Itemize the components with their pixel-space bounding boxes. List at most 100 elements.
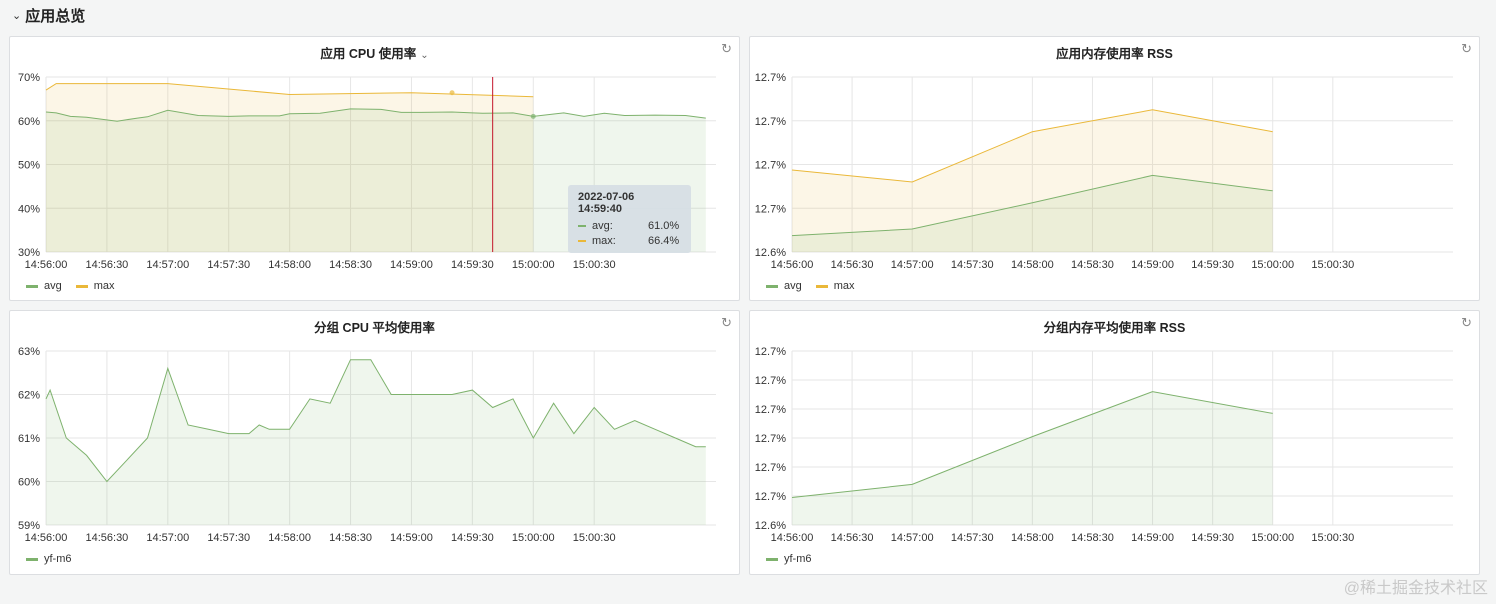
series-line-avg	[45, 108, 706, 122]
y-tick-label: 12.7%	[755, 346, 786, 358]
x-tick-label: 14:56:00	[771, 532, 814, 544]
y-tick-label: 12.6%	[755, 247, 786, 259]
x-tick-label: 15:00:30	[573, 259, 616, 271]
series-area-avg	[792, 175, 1273, 252]
series-line-yf-m6	[791, 391, 1273, 498]
series-line-yf-m6	[45, 359, 706, 483]
refresh-icon[interactable]: ↻	[1461, 315, 1472, 330]
x-tick-label: 15:00:00	[1251, 259, 1294, 271]
x-tick-label: 14:57:00	[891, 259, 934, 271]
y-tick-label: 50%	[18, 160, 40, 172]
x-tick-label: 14:56:00	[771, 259, 814, 271]
mem-chart: 12.7% 12.7% 12.7% 12.7% 12.6%14:56:00 14:56:3…	[755, 72, 1453, 271]
x-tick-label: 14:59:00	[1131, 259, 1174, 271]
y-tick-label: 12.6%	[755, 520, 786, 532]
x-tick-label: 14:57:30	[951, 532, 994, 544]
hover-point-avg	[530, 113, 536, 119]
y-tick-label: 12.7%	[755, 72, 786, 84]
x-tick-label: 14:57:00	[146, 259, 189, 271]
legend-item-max[interactable]: max	[75, 280, 115, 292]
x-tick-label: 14:58:30	[1071, 532, 1114, 544]
tooltip-time: 2022-07-06 14:59:40	[578, 191, 635, 215]
x-tick-label: 14:59:00	[390, 259, 433, 271]
y-tick-label: 30%	[18, 247, 40, 259]
y-tick-label: 61%	[18, 433, 40, 445]
x-tick-label: 14:57:30	[207, 532, 250, 544]
tooltip-avg-label: avg:	[592, 220, 613, 232]
legend-item-max[interactable]: max	[815, 280, 855, 292]
x-tick-label: 15:00:00	[1251, 532, 1294, 544]
panel-group-mem: 分组内存平均使用率 RSS ↻ 12.7% 12.7% 12.7% 12.7% 12.7…	[749, 310, 1480, 575]
y-tick-label: 12.7%	[755, 160, 786, 172]
x-tick-label: 14:59:00	[390, 532, 433, 544]
x-tick-label: 14:59:30	[451, 532, 494, 544]
x-tick-label: 14:58:30	[329, 259, 372, 271]
tooltip-avg-value: 61.0%	[648, 220, 680, 232]
x-tick-label: 14:59:00	[1131, 532, 1174, 544]
series-area-yf-m6	[792, 391, 1273, 525]
refresh-icon[interactable]: ↻	[721, 315, 732, 330]
series-line-avg	[791, 174, 1273, 237]
hover-point-max	[449, 90, 455, 96]
tooltip-max-value: 66.4%	[648, 235, 680, 247]
tooltip-max-label: max:	[592, 235, 616, 247]
row-title: 应用总览	[25, 7, 86, 25]
legend: avg max	[26, 280, 115, 292]
panel-title[interactable]: 应用 CPU 使用率 ⌄	[320, 47, 429, 61]
series-line-max	[45, 83, 534, 98]
chevron-down-icon[interactable]: ⌄	[12, 9, 22, 22]
x-tick-label: 14:58:00	[268, 259, 311, 271]
series-area-yf-m6	[46, 359, 706, 525]
x-tick-label: 14:59:30	[1191, 532, 1234, 544]
x-tick-label: 14:56:00	[25, 259, 68, 271]
x-tick-label: 14:56:30	[85, 532, 128, 544]
x-tick-label: 14:57:00	[891, 532, 934, 544]
series-area-max	[792, 109, 1273, 252]
y-tick-label: 12.7%	[755, 203, 786, 215]
x-tick-label: 14:58:00	[268, 532, 311, 544]
y-tick-label: 12.7%	[755, 462, 786, 474]
y-tick-label: 12.7%	[755, 491, 786, 503]
x-tick-label: 15:00:30	[1311, 259, 1354, 271]
x-tick-label: 14:59:30	[1191, 259, 1234, 271]
panel-group-cpu: 分组 CPU 平均使用率 ↻ 63% 62% 61% 60% 59% 14:56:00 14…	[9, 310, 740, 575]
refresh-icon[interactable]: ↻	[1461, 41, 1472, 56]
x-tick-label: 15:00:30	[573, 532, 616, 544]
x-tick-label: 14:56:00	[25, 532, 68, 544]
legend: yf-m6	[26, 553, 72, 565]
legend-item-yf-m6[interactable]: yf-m6	[766, 553, 812, 565]
panel-title[interactable]: 应用内存使用率 RSS	[1056, 47, 1173, 61]
row-header[interactable]: ⌄ 应用总览	[12, 4, 85, 26]
refresh-icon[interactable]: ↻	[721, 41, 732, 56]
x-tick-label: 14:58:00	[1011, 532, 1054, 544]
legend: avg max	[766, 280, 855, 292]
x-tick-label: 15:00:00	[512, 532, 555, 544]
chevron-down-icon[interactable]: ⌄	[420, 50, 429, 61]
legend-item-avg[interactable]: avg	[26, 280, 62, 292]
legend-item-yf-m6[interactable]: yf-m6	[26, 553, 72, 565]
x-tick-label: 14:57:30	[951, 259, 994, 271]
y-tick-label: 12.7%	[755, 116, 786, 128]
watermark: @稀土掘金技术社区	[1343, 580, 1488, 597]
x-tick-label: 14:56:30	[831, 259, 874, 271]
y-tick-label: 12.7%	[755, 433, 786, 445]
y-tick-label: 59%	[18, 520, 40, 532]
legend: yf-m6	[766, 553, 812, 565]
x-tick-label: 15:00:00	[512, 259, 555, 271]
group-cpu-chart: 63% 62% 61% 60% 59%14:56:00 14:56:30 14:57:00 1…	[18, 346, 716, 544]
y-tick-label: 62%	[18, 390, 40, 402]
panel-app-mem: 应用内存使用率 RSS ↻ 12.7% 12.7% 12.7% 12.7% 12.6% 1…	[749, 36, 1480, 301]
y-tick-label: 12.7%	[755, 404, 786, 416]
y-tick-label: 60%	[18, 477, 40, 489]
hover-tooltip: 2022-07-06 14:59:40 avg: 61.0% max: 66.4%	[568, 185, 691, 253]
y-tick-label: 40%	[18, 203, 40, 215]
group-mem-chart: 12.7%12.7%12.7%12.7%12.7%12.7%12.6%14:56…	[755, 346, 1453, 544]
panel-title[interactable]: 分组内存平均使用率 RSS	[1043, 321, 1186, 335]
x-tick-label: 14:56:30	[85, 259, 128, 271]
legend-item-avg[interactable]: avg	[766, 280, 802, 292]
x-tick-label: 14:59:30	[451, 259, 494, 271]
x-tick-label: 14:58:00	[1011, 259, 1054, 271]
y-tick-label: 63%	[18, 346, 40, 358]
panel-title[interactable]: 分组 CPU 平均使用率	[314, 321, 435, 335]
x-tick-label: 14:58:30	[1071, 259, 1114, 271]
